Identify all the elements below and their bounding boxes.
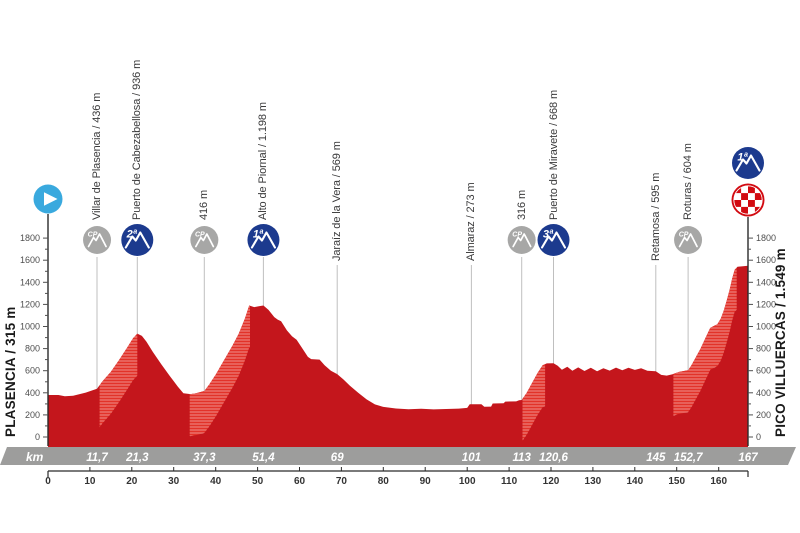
band-km-value: 11,7	[86, 452, 108, 464]
band-km-value: 51,4	[252, 452, 275, 464]
waypoint-label: 416 m	[198, 189, 211, 220]
y-tick-label-left: 400	[25, 388, 40, 398]
profile-area	[48, 265, 748, 448]
ruler-tick-label: 20	[126, 476, 138, 487]
y-tick-label-left: 1200	[20, 299, 40, 309]
checkpoint-cp-icon: CP	[507, 226, 536, 254]
y-tick-label-left: 200	[25, 410, 40, 420]
svg-text:CP: CP	[512, 232, 522, 239]
y-tick-label-left: 1400	[20, 277, 40, 287]
svg-text:3ª: 3ª	[543, 229, 554, 241]
band-km-value: 101	[462, 452, 481, 464]
band-km-value: 69	[331, 452, 344, 464]
steep-gradient-overlay	[673, 267, 737, 416]
ruler-tick-label: 10	[84, 476, 96, 487]
ruler-tick-label: 60	[294, 476, 306, 487]
band-km-value: 152,7	[674, 452, 703, 464]
ruler-tick-label: 0	[45, 476, 51, 487]
band-km-value: 120,6	[539, 452, 568, 464]
ruler-tick-label: 150	[668, 476, 685, 487]
ruler-tick-label: 120	[543, 476, 560, 487]
y-tick-label-left: 0	[35, 432, 40, 442]
y-tick-label-left: 1800	[20, 233, 40, 243]
y-tick-label-right: 400	[756, 388, 771, 398]
play-button[interactable]	[33, 184, 63, 214]
y-tick-label-right: 1200	[756, 299, 776, 309]
band-km-value: 113	[513, 452, 532, 464]
y-tick-label-right: 1600	[756, 255, 776, 265]
steep-gradient-overlay	[189, 305, 250, 437]
ruler-tick-label: 70	[336, 476, 348, 487]
checkpoint-cp-icon: CP	[83, 226, 112, 254]
y-tick-label-right: 200	[756, 410, 771, 420]
waypoint-label: Roturas / 604 m	[682, 143, 695, 220]
ruler-tick-label: 80	[378, 476, 390, 487]
ruler-tick-label: 50	[252, 476, 264, 487]
finish-location-label: PICO VILLUERCAS / 1.549 m	[773, 248, 788, 437]
y-tick-label-right: 1000	[756, 322, 776, 332]
y-tick-label-right: 1400	[756, 277, 776, 287]
steep-gradient-overlay	[522, 364, 546, 441]
category-2-mountain-icon: 2ª	[121, 224, 154, 256]
band-km-value: 21,3	[125, 452, 149, 464]
finish-category-1-mountain-icon: 1ª	[732, 147, 764, 179]
ruler-tick-label: 140	[626, 476, 643, 487]
category-1-mountain-icon: 1ª	[247, 224, 280, 256]
ruler-tick-label: 160	[710, 476, 727, 487]
y-tick-label-right: 1800	[756, 233, 776, 243]
checkpoint-cp-icon: CP	[674, 226, 703, 254]
y-tick-label-left: 600	[25, 366, 40, 376]
ruler-tick-label: 90	[420, 476, 432, 487]
km-unit-label: km	[26, 450, 44, 464]
svg-text:CP: CP	[88, 232, 98, 239]
waypoint-label: Jaraíz de la Vera / 569 m	[331, 141, 344, 261]
play-icon	[33, 184, 63, 214]
checkpoint-cp-icon: CP	[190, 226, 219, 254]
waypoint-label: Puerto de Cabezabellosa / 936 m	[131, 59, 144, 220]
ruler-tick-label: 130	[585, 476, 602, 487]
band-km-value: 145	[646, 452, 666, 464]
band-km-value: 167	[738, 452, 758, 464]
finish-flag-icon	[731, 183, 765, 217]
band-km-value: 37,3	[193, 452, 216, 464]
y-tick-label-left: 1000	[20, 322, 40, 332]
svg-text:1ª: 1ª	[253, 229, 264, 241]
category-3-mountain-icon: 3ª	[537, 224, 570, 256]
waypoint-label: Villar de Plasencia / 436 m	[91, 92, 103, 220]
waypoint-label: Alto de Piornal / 1.198 m	[257, 102, 270, 220]
svg-text:2ª: 2ª	[126, 229, 138, 241]
svg-text:1ª: 1ª	[737, 152, 748, 164]
start-location-label: PLASENCIA / 315 m	[3, 306, 18, 437]
ruler-tick-label: 110	[501, 476, 518, 487]
y-tick-label-left: 800	[25, 344, 40, 354]
waypoint-label: Almaraz / 273 m	[465, 182, 478, 261]
y-tick-label-left: 1600	[20, 255, 40, 265]
y-tick-label-right: 600	[756, 366, 771, 376]
svg-text:CP: CP	[679, 232, 689, 239]
y-tick-label-right: 0	[756, 432, 761, 442]
y-tick-label-right: 800	[756, 344, 771, 354]
steep-gradient-overlay	[99, 333, 138, 428]
ruler-tick-label: 30	[168, 476, 180, 487]
svg-text:CP: CP	[195, 232, 205, 239]
waypoint-label: Retamosa / 595 m	[649, 172, 662, 261]
waypoint-label: 316 m	[515, 189, 528, 220]
x-axis-band	[0, 447, 796, 465]
waypoint-label: Puerto de Miravete / 668 m	[547, 89, 560, 220]
ruler-tick-label: 40	[210, 476, 222, 487]
ruler-tick-label: 100	[459, 476, 476, 487]
